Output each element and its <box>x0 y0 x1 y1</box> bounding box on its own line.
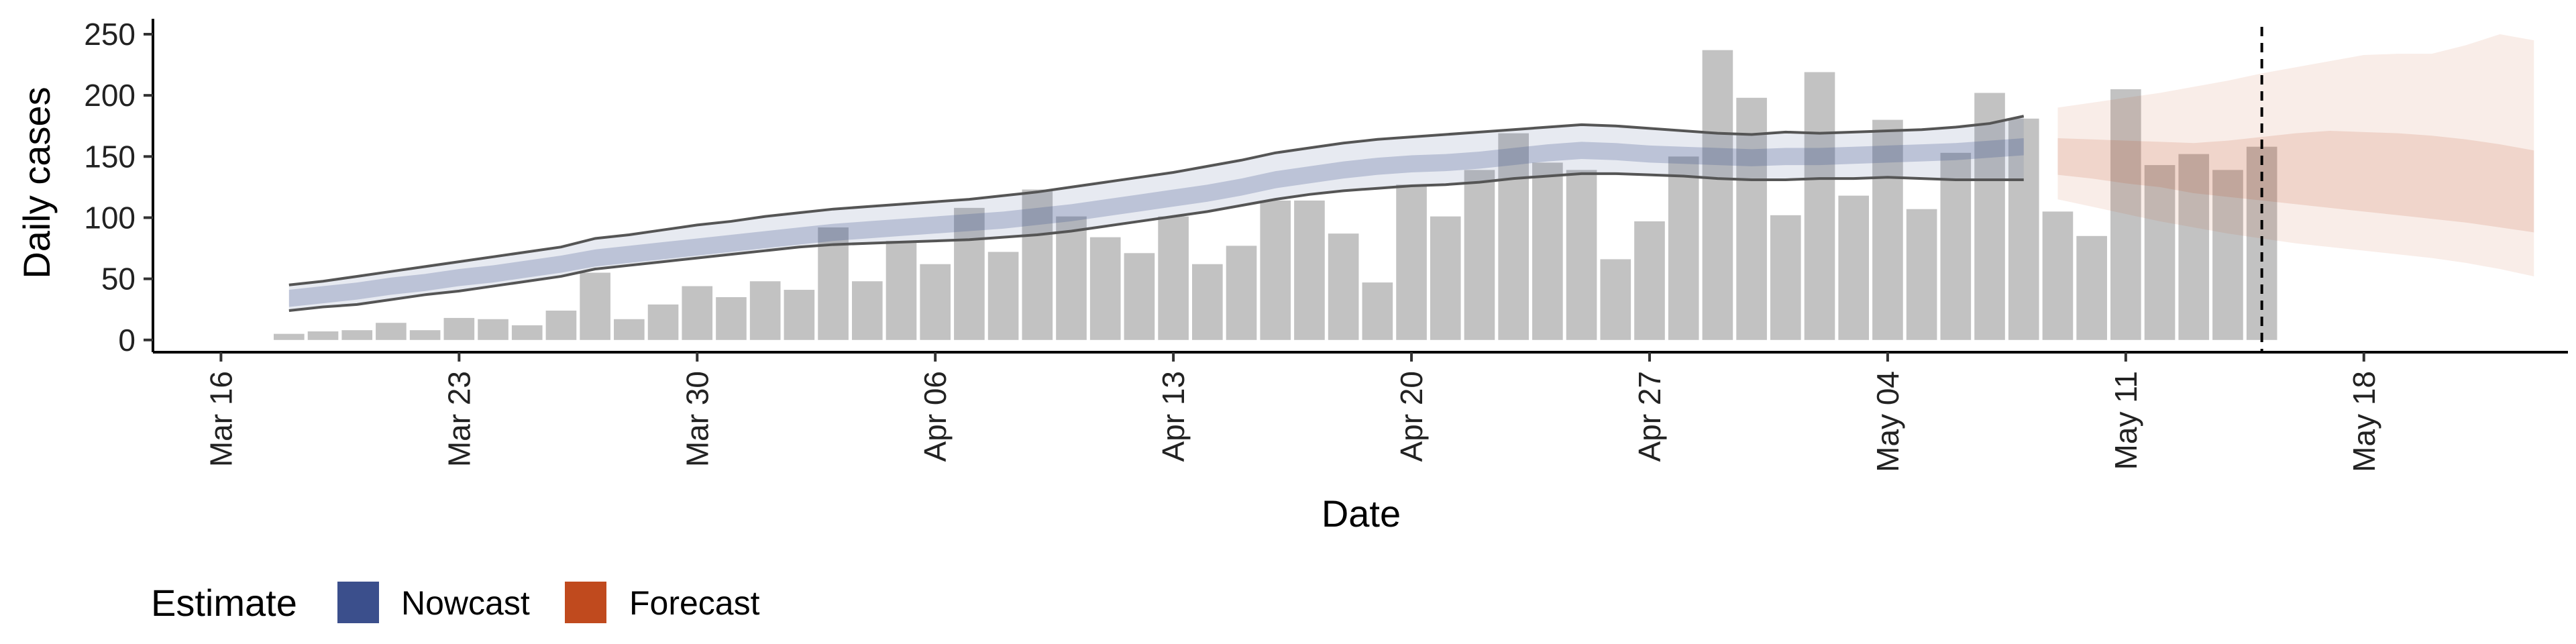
bar <box>987 252 1019 340</box>
bar <box>2110 89 2141 340</box>
bar <box>307 331 339 340</box>
legend: Estimate Nowcast Forecast <box>151 582 760 624</box>
bar <box>1668 156 1699 340</box>
bar <box>2144 165 2176 340</box>
bar <box>1906 209 1937 340</box>
bar <box>2076 235 2107 340</box>
bands-group <box>288 34 2534 313</box>
y-tick-label: 250 <box>84 17 136 52</box>
bar <box>2042 211 2074 340</box>
bar <box>682 286 713 340</box>
x-tick-label: Mar 16 <box>203 371 238 467</box>
bar <box>1804 72 1835 340</box>
y-tick-label: 200 <box>84 78 136 113</box>
x-tick-label: Apr 20 <box>1394 371 1429 462</box>
bar <box>1464 170 1495 340</box>
bar <box>478 319 508 340</box>
bar <box>1089 237 1121 340</box>
bar <box>1600 259 1631 340</box>
x-tick-label: May 18 <box>2347 371 2381 472</box>
legend-label-nowcast: Nowcast <box>401 584 530 622</box>
bar <box>511 325 543 340</box>
legend-swatch-forecast <box>565 582 606 623</box>
bar <box>784 290 815 340</box>
bar <box>545 311 577 340</box>
nowcast-90-band <box>288 116 2024 311</box>
bar <box>1532 162 1563 340</box>
bar <box>647 304 679 340</box>
bar <box>341 330 373 340</box>
x-axis-ticks: Mar 16 Mar 23 Mar 30 Apr 06 Apr 13 Apr 20 Apr … <box>203 352 2381 472</box>
x-tick-label: Apr 13 <box>1156 371 1191 462</box>
bar <box>2008 118 2039 340</box>
bar <box>1226 246 1257 340</box>
bar <box>1192 264 1223 340</box>
bar <box>1940 152 1972 340</box>
bar <box>1872 119 1903 340</box>
y-axis-ticks: 0 50 100 150 200 250 <box>84 17 153 358</box>
bar <box>1396 184 1427 340</box>
x-tick-label: Mar 30 <box>680 371 714 467</box>
bar <box>1430 216 1461 340</box>
bar <box>409 330 441 340</box>
bar <box>1362 282 1393 340</box>
nowcast-upper-line <box>288 115 2025 286</box>
legend-label-forecast: Forecast <box>629 584 760 622</box>
x-tick-label: Apr 06 <box>918 371 953 462</box>
bar <box>1498 133 1529 340</box>
bar <box>1702 50 1733 340</box>
bar <box>1328 233 1359 340</box>
nowcast-median-band <box>288 138 2024 307</box>
bar <box>1634 221 1665 340</box>
bar <box>1566 170 1597 340</box>
bar <box>1736 97 1767 340</box>
bar <box>1838 195 1870 340</box>
bar <box>2212 170 2243 340</box>
bar <box>1974 93 2005 340</box>
y-tick-label: 100 <box>84 200 136 235</box>
forecast-90-band <box>2057 34 2534 276</box>
x-axis-title: Date <box>1322 492 1401 535</box>
bar <box>1294 200 1325 340</box>
bar <box>580 272 610 340</box>
y-axis-title: Daily cases <box>15 87 58 278</box>
bar <box>376 323 407 340</box>
bar <box>749 281 781 340</box>
bar <box>1770 215 1801 340</box>
bar <box>1124 253 1155 340</box>
bar <box>1056 216 1087 340</box>
x-tick-label: Apr 27 <box>1632 371 1667 462</box>
bar <box>954 207 985 340</box>
bar <box>274 333 305 340</box>
bar <box>885 241 917 340</box>
x-tick-label: May 04 <box>1870 371 1905 472</box>
bar <box>1158 216 1189 340</box>
legend-swatch-nowcast <box>337 582 379 623</box>
legend-title: Estimate <box>151 582 297 624</box>
x-tick-label: Mar 23 <box>441 371 476 467</box>
bar <box>1022 189 1053 340</box>
x-tick-label: May 11 <box>2108 371 2143 470</box>
bar <box>443 317 475 340</box>
bars-group <box>274 50 2277 340</box>
forecast-50-band <box>2057 131 2534 233</box>
y-tick-label: 50 <box>101 262 136 297</box>
bar <box>2178 154 2210 340</box>
bar <box>614 319 645 340</box>
bar <box>1260 200 1291 340</box>
bar <box>716 297 747 340</box>
y-tick-label: 150 <box>84 139 136 174</box>
bar <box>851 281 883 340</box>
nowcast-lower-line <box>288 172 2024 313</box>
bar <box>920 264 951 340</box>
y-tick-label: 0 <box>118 323 136 358</box>
